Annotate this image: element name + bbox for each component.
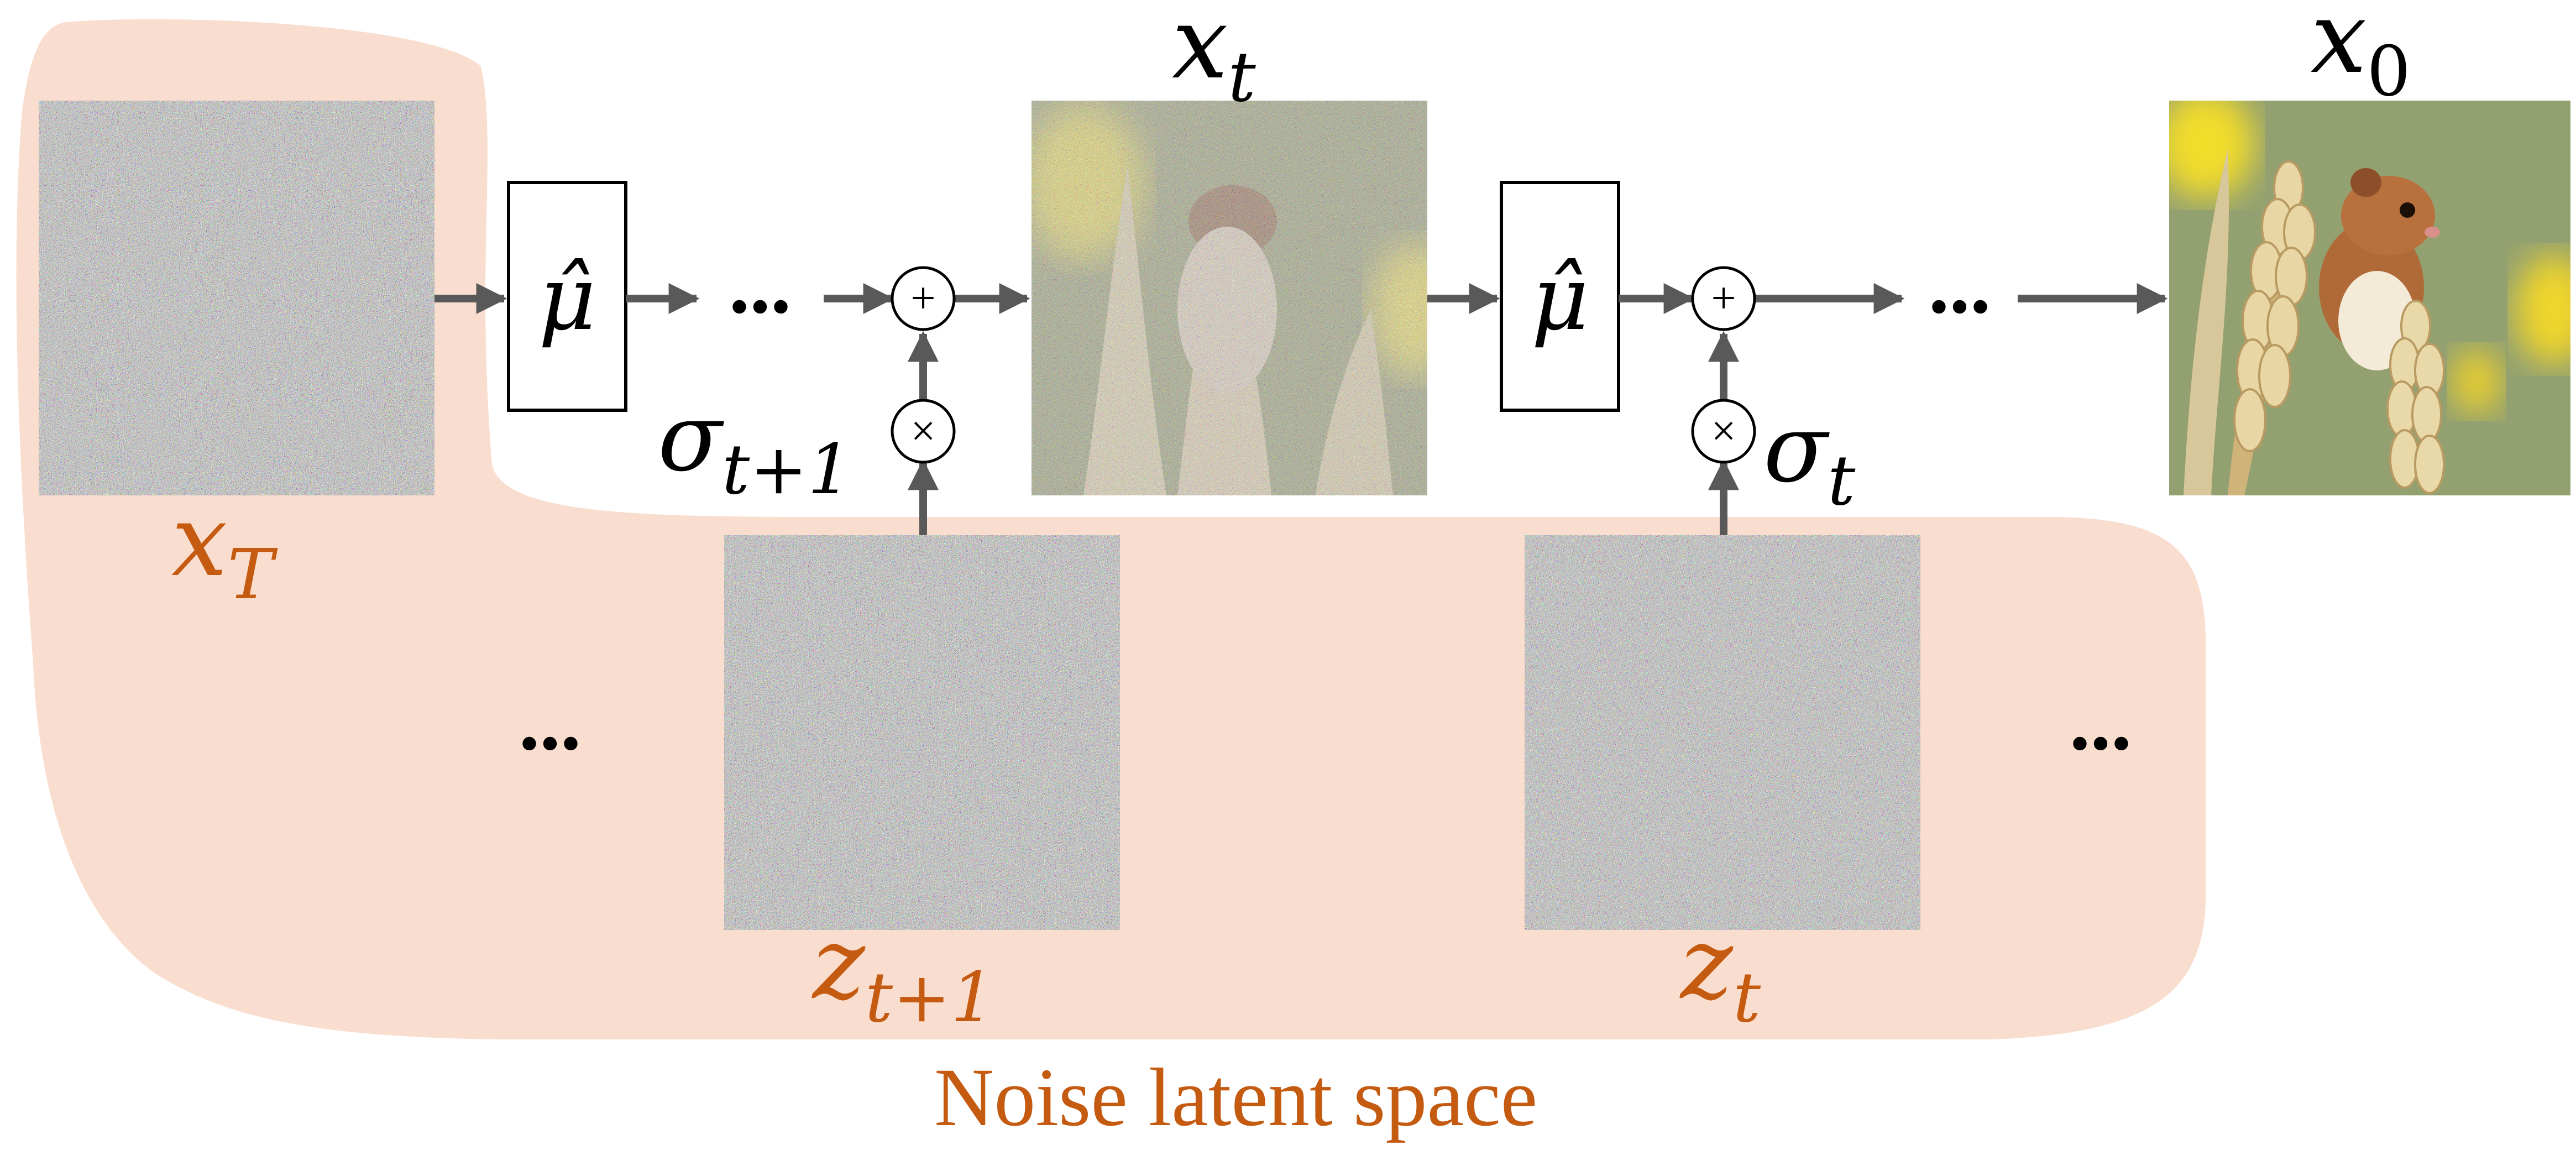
label-sigma-t: σt bbox=[1763, 394, 1856, 521]
z-t-image bbox=[1525, 535, 1920, 930]
label-z-t: zt bbox=[1679, 906, 1761, 1038]
x-T-image bbox=[39, 101, 434, 495]
label-x-0: x0 bbox=[2311, 0, 2411, 112]
label-x-T: xT bbox=[171, 483, 278, 615]
x-0-image bbox=[2169, 101, 2570, 495]
times-node-1: × bbox=[891, 399, 956, 464]
mu-hat-label-2: μ̂ bbox=[1531, 247, 1589, 350]
mu-hat-box-2: μ̂ bbox=[1500, 181, 1620, 412]
mu-hat-label-1: μ̂ bbox=[538, 247, 596, 350]
plus-symbol-1: + bbox=[910, 274, 935, 323]
plus-node-2: + bbox=[1691, 266, 1756, 331]
times-symbol-2: × bbox=[1711, 407, 1736, 456]
mu-hat-box-1: μ̂ bbox=[507, 181, 627, 412]
times-symbol-1: × bbox=[910, 407, 935, 456]
label-x-t: xt bbox=[1172, 0, 1256, 117]
z-t-plus-1-image bbox=[724, 535, 1120, 930]
label-sigma-t-plus-1: σt+1 bbox=[658, 383, 852, 510]
ellipsis-top-right: ... bbox=[1929, 239, 1991, 331]
plus-node-1: + bbox=[891, 266, 956, 331]
x-t-image bbox=[1032, 101, 1427, 495]
ellipsis-top-left: ... bbox=[729, 239, 792, 331]
ellipsis-latent-left: ... bbox=[519, 676, 582, 767]
flow-arrows bbox=[434, 283, 2168, 535]
ellipsis-latent-right: ... bbox=[2070, 676, 2132, 767]
times-node-2: × bbox=[1691, 399, 1756, 464]
label-z-t-plus-1: zt+1 bbox=[811, 906, 994, 1038]
noise-latent-space-caption: Noise latent space bbox=[934, 1052, 1537, 1143]
plus-symbol-2: + bbox=[1711, 274, 1736, 323]
